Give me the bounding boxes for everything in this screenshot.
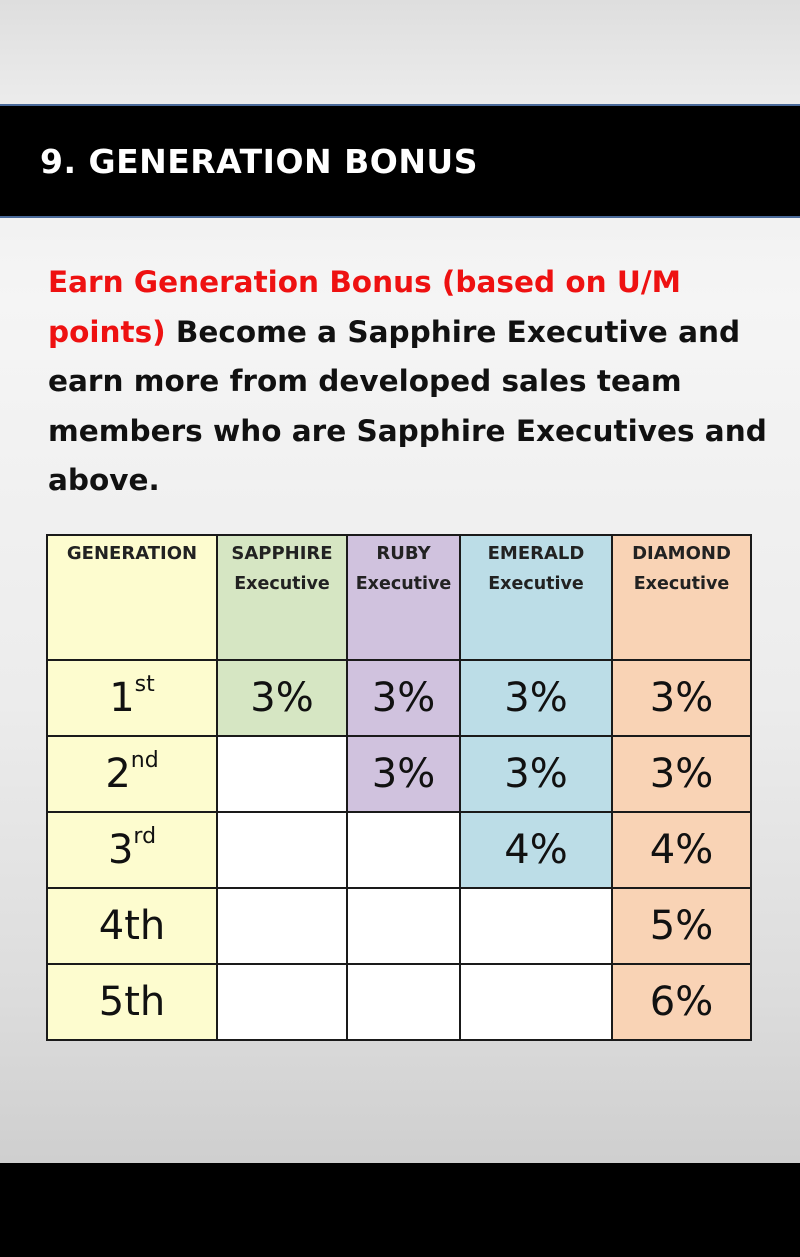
header-sapphire: SAPPHIRE Executive [216,534,348,661]
bonus-cell-sapphire [216,887,348,965]
intro-highlight: Earn Generation Bonus (based on U/M poin… [48,265,681,349]
generation-suffix: nd [130,747,159,773]
bonus-cell-sapphire: 3% [216,659,348,737]
bonus-cell-sapphire [216,963,348,1041]
header-sublabel: Executive [633,574,730,594]
table-row: 3rd 4% 4% [46,811,752,889]
generation-cell: 2nd [46,735,218,813]
generation-number: 1 [109,675,135,721]
bonus-cell-ruby: 3% [346,659,461,737]
header-generation: GENERATION [46,534,218,661]
generation-suffix: rd [133,823,157,849]
bonus-cell-diamond: 3% [611,659,752,737]
bonus-cell-emerald [459,887,613,965]
bonus-cell-ruby [346,811,461,889]
table-row: 5th 6% [46,963,752,1041]
header-label: GENERATION [66,543,198,564]
bonus-cell-ruby [346,887,461,965]
generation-cell: 3rd [46,811,218,889]
bonus-cell-emerald: 3% [459,735,613,813]
header-label: RUBY [376,543,431,564]
header-label: SAPPHIRE [231,543,333,564]
header-sublabel: Executive [355,574,452,594]
bonus-cell-diamond: 5% [611,887,752,965]
generation-number: 5th [98,979,166,1025]
bonus-cell-sapphire [216,811,348,889]
bonus-cell-emerald: 4% [459,811,613,889]
generation-cell: 4th [46,887,218,965]
table-row: 2nd 3% 3% 3% [46,735,752,813]
generation-cell: 5th [46,963,218,1041]
generation-bonus-table: GENERATION SAPPHIRE Executive RUBY Execu… [46,534,752,1041]
intro-paragraph: Earn Generation Bonus (based on U/M poin… [48,258,768,506]
generation-cell: 1st [46,659,218,737]
header-label: DIAMOND [632,543,731,564]
bonus-cell-ruby [346,963,461,1041]
generation-number: 3 [107,827,134,873]
bonus-cell-emerald [459,963,613,1041]
table-header-row: GENERATION SAPPHIRE Executive RUBY Execu… [46,534,752,661]
bonus-cell-emerald: 3% [459,659,613,737]
generation-number: 4th [98,903,166,949]
header-label: EMERALD [487,543,585,564]
header-sublabel: Executive [234,574,330,594]
bonus-cell-sapphire [216,735,348,813]
header-sublabel: Executive [488,574,584,594]
slide-title: 9. GENERATION BONUS [40,142,479,181]
bonus-cell-diamond: 3% [611,735,752,813]
header-emerald: EMERALD Executive [459,534,613,661]
bonus-cell-diamond: 4% [611,811,752,889]
generation-suffix: st [134,671,155,697]
bonus-cell-ruby: 3% [346,735,461,813]
intro-rest: Become a Sapphire Executive and earn mor… [48,314,767,498]
header-ruby: RUBY Executive [346,534,461,661]
bottom-band [0,1163,800,1257]
table-row: 4th 5% [46,887,752,965]
header-diamond: DIAMOND Executive [611,534,752,661]
title-band: 9. GENERATION BONUS [0,104,800,218]
generation-number: 2 [105,751,131,797]
table-row: 1st 3% 3% 3% 3% [46,659,752,737]
bonus-cell-diamond: 6% [611,963,752,1041]
